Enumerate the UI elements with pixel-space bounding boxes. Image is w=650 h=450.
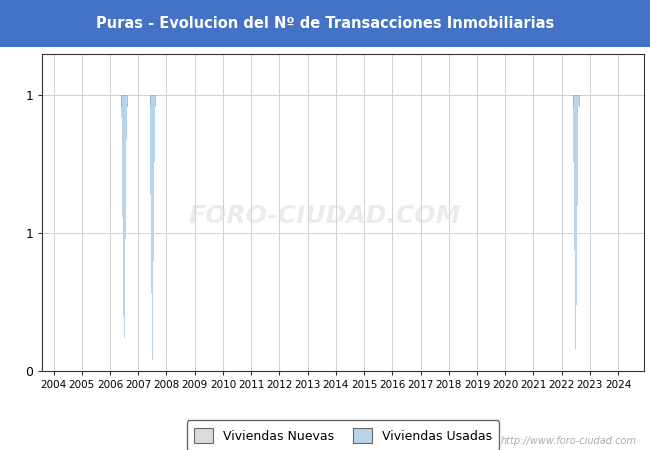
Text: http://www.foro-ciudad.com: http://www.foro-ciudad.com — [501, 436, 637, 446]
Legend: Viviendas Nuevas, Viviendas Usadas: Viviendas Nuevas, Viviendas Usadas — [187, 420, 499, 450]
Text: FORO-CIUDAD.COM: FORO-CIUDAD.COM — [188, 204, 462, 228]
Text: Puras - Evolucion del Nº de Transacciones Inmobiliarias: Puras - Evolucion del Nº de Transaccione… — [96, 16, 554, 31]
